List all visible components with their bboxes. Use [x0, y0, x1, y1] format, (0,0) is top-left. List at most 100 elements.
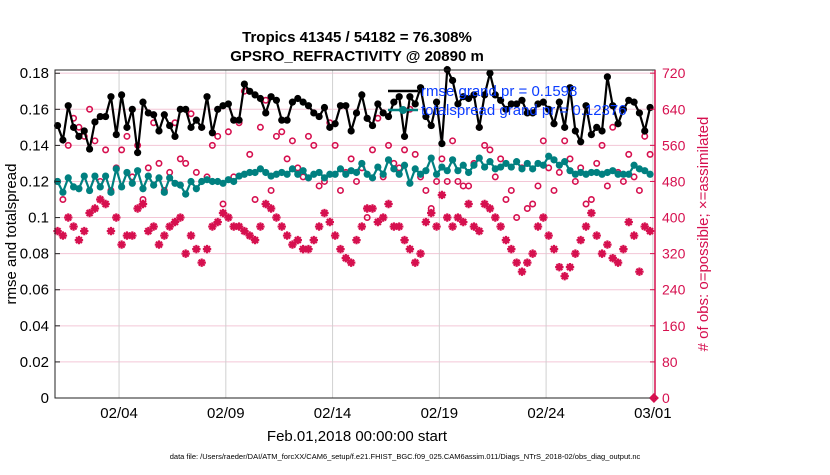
rmse-point: [395, 93, 403, 101]
rmse-point: [187, 123, 195, 131]
y-axis-label-right: # of obs: o=possible; ×=assimilated: [695, 117, 712, 352]
assimilated-obs-point: [304, 244, 313, 254]
assimilated-obs-point: [421, 217, 431, 227]
assimilated-obs-point: [288, 240, 297, 249]
rmse-point: [208, 129, 216, 137]
totalspread-point: [609, 167, 617, 175]
assimilated-obs-point: [523, 258, 532, 267]
rmse-point: [262, 109, 270, 117]
assimilated-obs-point: [427, 208, 436, 218]
assimilated-obs-point: [597, 249, 607, 258]
assimilated-obs-point: [565, 262, 575, 272]
totalspread-point: [464, 168, 473, 177]
rmse-point: [368, 121, 377, 130]
totalspread-point: [374, 163, 382, 171]
assimilated-obs-point: [96, 195, 105, 204]
right-tick-label: 80: [662, 354, 678, 370]
totalspread-point: [470, 161, 478, 169]
rmse-line: [56, 65, 652, 153]
assimilated-obs-point: [229, 222, 238, 231]
possible-obs-point: [369, 146, 377, 154]
totalspread-point: [102, 172, 110, 180]
possible-obs-point: [507, 186, 515, 194]
possible-obs-point: [59, 195, 67, 203]
possible-obs-point: [422, 186, 430, 194]
totalspread-point: [448, 156, 457, 164]
left-tick-label: 0.04: [20, 318, 49, 335]
rmse-point: [230, 116, 238, 124]
legend-label-rmse: rmse grand pr = 0.1598: [421, 83, 577, 100]
assimilated-obs-point: [234, 222, 244, 231]
legend-marker-totalspread: [399, 106, 407, 114]
possible-obs-point: [304, 132, 312, 140]
rmse-point: [246, 87, 254, 95]
assimilated-obs-point: [378, 213, 388, 222]
possible-obs-point: [123, 132, 131, 140]
assimilated-obs-point: [106, 226, 116, 236]
assimilated-obs-point: [603, 240, 612, 249]
assimilated-obs-point: [224, 213, 233, 222]
totalspread-point: [192, 185, 200, 193]
possible-obs-point: [443, 177, 451, 185]
assimilated-obs-point: [533, 222, 543, 231]
rmse-point: [304, 102, 313, 110]
possible-obs-point: [486, 146, 494, 154]
totalspread-point: [438, 163, 446, 171]
possible-obs-point: [481, 141, 489, 149]
rmse-point: [598, 127, 606, 135]
assimilated-obs-point: [629, 231, 639, 240]
totalspread-point: [379, 170, 387, 178]
rmse-point: [577, 138, 585, 146]
possible-obs-point: [144, 164, 152, 172]
totalspread-point: [555, 161, 563, 169]
possible-obs-point: [208, 141, 216, 149]
totalspread-point: [614, 170, 622, 178]
rmse-point: [347, 127, 355, 135]
possible-obs-point: [582, 200, 590, 208]
rmse-point: [427, 121, 435, 130]
assimilated-obs-point: [357, 222, 367, 231]
rmse-point: [299, 98, 307, 106]
possible-obs-point: [363, 214, 371, 222]
rmse-point: [491, 91, 499, 99]
possible-obs-point: [603, 182, 611, 190]
rmse-point: [432, 98, 441, 106]
assimilated-obs-point: [501, 235, 511, 245]
assimilated-obs-point: [480, 199, 489, 209]
right-tick-label: 560: [662, 137, 686, 153]
assimilated-obs-point: [298, 244, 308, 254]
assimilated-obs-point: [240, 226, 249, 236]
rmse-point: [155, 127, 163, 135]
totalspread-point: [358, 159, 366, 168]
assimilated-obs-point: [373, 217, 383, 227]
assimilated-obs-point: [517, 267, 527, 276]
possible-obs-point: [251, 195, 259, 203]
totalspread-point: [486, 158, 494, 166]
totalspread-point: [91, 172, 99, 180]
assimilated-obs-point: [619, 244, 628, 254]
totalspread-point: [315, 168, 323, 177]
rmse-point: [294, 94, 302, 103]
assimilated-obs-point: [154, 240, 164, 249]
assimilated-obs-point: [352, 235, 361, 245]
assimilated-obs-point: [186, 231, 196, 240]
assimilated-obs-point: [549, 244, 559, 254]
totalspread-point: [208, 177, 216, 186]
assimilated-obs-point: [571, 249, 580, 258]
rmse-point: [550, 120, 558, 128]
assimilated-obs-point: [245, 231, 254, 240]
assimilated-obs-point: [336, 244, 345, 254]
totalspread-point: [619, 170, 627, 178]
rmse-point: [176, 105, 184, 113]
totalspread-point: [107, 188, 115, 196]
possible-obs-point: [449, 137, 457, 145]
possible-obs-point: [625, 150, 633, 158]
assimilated-obs-point: [346, 258, 356, 267]
rmse-point: [513, 100, 521, 108]
assimilated-obs-point: [539, 213, 548, 222]
totalspread-point: [118, 183, 126, 191]
x-tick-label: 02/19: [421, 405, 459, 422]
assimilated-obs-point: [69, 222, 78, 231]
rmse-point: [545, 105, 553, 113]
totalspread-point: [299, 167, 307, 175]
